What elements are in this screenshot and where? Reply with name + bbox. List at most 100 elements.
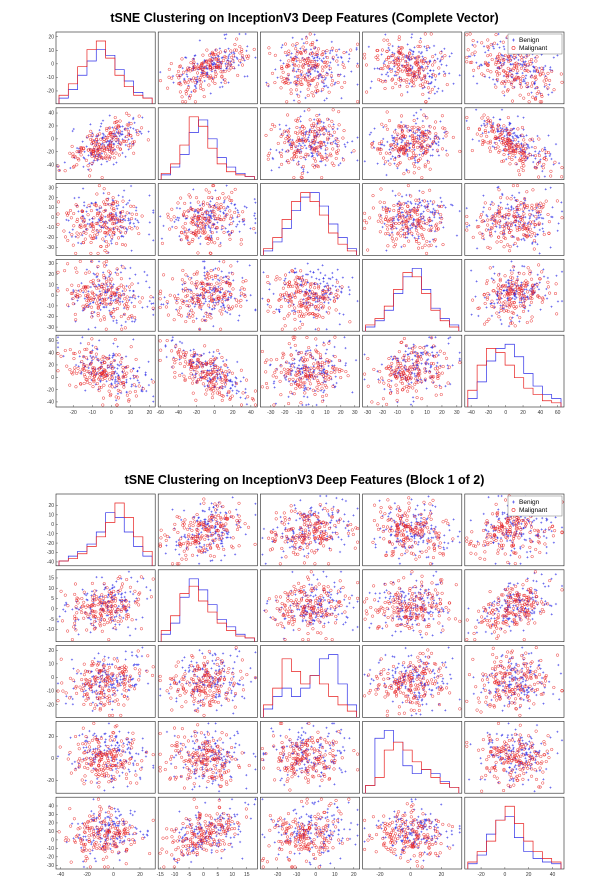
- panel-r4-c2: [157, 259, 258, 332]
- point-benign: [227, 81, 230, 84]
- y-tick-label: 20: [48, 195, 54, 201]
- point-malignant: [216, 61, 220, 66]
- point-benign: [198, 39, 201, 42]
- point-malignant: [223, 49, 228, 53]
- point-malignant: [178, 90, 182, 94]
- y-tick-label: -20: [47, 149, 54, 155]
- panel-r2-c4: [362, 107, 463, 180]
- point-benign: [211, 77, 214, 80]
- point-benign: [187, 84, 190, 87]
- panel-frame: [260, 31, 360, 105]
- point-malignant: [227, 68, 231, 72]
- point-benign: [194, 54, 197, 57]
- point-benign: [226, 65, 229, 68]
- y-tick-label: -20: [47, 235, 54, 241]
- point-benign: [203, 79, 206, 83]
- point-malignant: [214, 48, 218, 52]
- y-tick-label: -20: [47, 89, 54, 95]
- y-tick-label: 10: [48, 48, 54, 54]
- point-malignant: [230, 55, 234, 59]
- point-malignant: [199, 80, 203, 84]
- y-tick-label: 10: [48, 282, 54, 288]
- point-malignant: [180, 57, 184, 61]
- point-malignant: [226, 60, 230, 64]
- point-benign: [245, 49, 248, 53]
- panel-frame: [362, 183, 463, 256]
- point-benign: [220, 56, 223, 60]
- panel-r1-c3: [260, 31, 360, 105]
- point-benign: [220, 81, 223, 84]
- panel-r4-c3: [260, 259, 360, 332]
- panel-r3-c2: [157, 183, 258, 256]
- panel-r3-c4: [362, 183, 463, 256]
- panel-r3-c3: [260, 183, 360, 256]
- y-tick-label: 0: [51, 137, 54, 143]
- point-benign: [243, 59, 246, 62]
- y-tick-label: -20: [47, 314, 54, 320]
- panel-frame: [464, 107, 565, 180]
- point-benign: [233, 52, 236, 55]
- point-benign: [181, 67, 184, 70]
- point-benign: [181, 73, 184, 76]
- point-benign: [195, 82, 198, 86]
- figure-1-title: tSNE Clustering on InceptionV3 Deep Feat…: [110, 11, 498, 25]
- point-malignant: [223, 78, 227, 82]
- panel-r1-c2: [157, 31, 258, 105]
- point-benign: [183, 78, 186, 81]
- point-benign: [232, 51, 235, 54]
- point-benign: [190, 90, 193, 94]
- point-benign: [246, 75, 249, 78]
- point-benign: [210, 70, 214, 73]
- point-malignant: [199, 86, 203, 90]
- point-benign: [186, 75, 189, 78]
- point-malignant: [209, 74, 213, 78]
- panel-r4-c5: [464, 259, 565, 332]
- point-malignant: [207, 83, 211, 87]
- point-malignant: [177, 65, 182, 69]
- point-benign: [236, 57, 239, 61]
- point-malignant: [178, 73, 182, 77]
- point-benign: [203, 59, 206, 62]
- panel-frame: [55, 183, 156, 256]
- point-malignant: [235, 48, 239, 52]
- point-benign: [218, 47, 222, 50]
- point-malignant: [240, 63, 244, 67]
- point-malignant: [207, 76, 212, 80]
- point-malignant: [235, 37, 239, 41]
- panel-r4-c1: -30 -20 -10 0 10 20 30: [47, 259, 156, 332]
- point-malignant: [193, 100, 197, 104]
- point-malignant: [169, 62, 173, 66]
- point-benign: [225, 67, 228, 70]
- panel-r2-c5: [464, 107, 565, 180]
- point-benign: [226, 59, 229, 62]
- point-benign: [254, 56, 257, 59]
- point-benign: [221, 85, 224, 88]
- y-tick-label: 40: [48, 111, 54, 117]
- y-tick-label: -10: [47, 75, 54, 81]
- panel-r1-c4: [362, 31, 463, 105]
- point-benign: [227, 57, 230, 60]
- y-tick-label: -30: [47, 325, 54, 331]
- point-benign: [235, 56, 238, 59]
- point-malignant: [215, 57, 219, 61]
- point-benign: [172, 81, 175, 84]
- histogram-malignant: [58, 40, 153, 104]
- point-benign: [237, 64, 240, 67]
- point-benign: [196, 75, 199, 78]
- panel-r2-c2: [157, 107, 258, 180]
- point-malignant: [167, 67, 171, 71]
- point-malignant: [216, 59, 220, 63]
- y-tick-label: 30: [48, 261, 54, 267]
- y-tick-label: 0: [51, 293, 54, 299]
- point-benign: [246, 45, 249, 48]
- y-tick-label: -10: [47, 304, 54, 310]
- point-benign: [200, 71, 203, 74]
- point-benign: [225, 67, 228, 70]
- point-benign: [243, 75, 246, 78]
- y-tick-label: -30: [47, 245, 54, 251]
- point-benign: [218, 86, 222, 89]
- y-tick-label: 20: [48, 272, 54, 278]
- point-benign: [224, 37, 227, 40]
- point-benign: [211, 63, 215, 67]
